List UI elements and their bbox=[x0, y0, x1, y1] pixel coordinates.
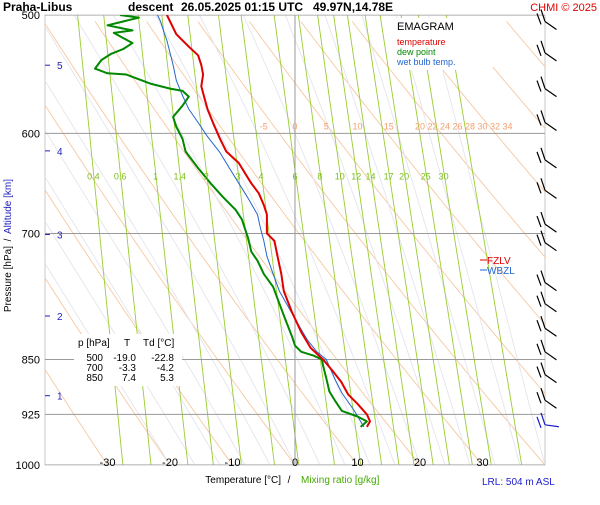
header-copyright: CHMI © 2025 bbox=[530, 2, 597, 14]
dry-adiabat-label: 20 bbox=[415, 121, 425, 131]
wind-barb-staff bbox=[545, 352, 556, 360]
wind-barb-staff bbox=[545, 224, 556, 232]
mixing-ratio-label: 0.6 bbox=[114, 171, 127, 181]
pressure-tick-label: 850 bbox=[22, 354, 40, 366]
temperature-tick-label: 20 bbox=[414, 457, 426, 469]
dry-adiabat bbox=[558, 22, 600, 466]
altitude-tick-label: 1 bbox=[57, 392, 63, 403]
values-table: p [hPa] T Td [°C] 500 -19.0 -22.8 700 -3… bbox=[74, 334, 182, 386]
table-cell: 850 bbox=[86, 373, 103, 384]
table-header-t: T bbox=[124, 338, 130, 349]
legend: EMAGRAM temperature dew point wet bulb t… bbox=[393, 18, 493, 70]
temperature-tick-label: 0 bbox=[292, 457, 298, 469]
mixing-ratio-label: 6 bbox=[293, 171, 298, 181]
mixing-ratio-label: 2 bbox=[204, 171, 209, 181]
header-coords: 49.97N,14.78E bbox=[313, 0, 393, 14]
altitude-tick-label: 4 bbox=[57, 147, 63, 158]
mixing-ratio-label: 12 bbox=[351, 171, 361, 181]
mixing-ratio-label: 25 bbox=[421, 171, 431, 181]
dry-adiabat-label: 22 bbox=[427, 121, 437, 131]
table-header-p: p [hPa] bbox=[78, 338, 110, 349]
dry-adiabat-label: 32 bbox=[490, 121, 500, 131]
wind-barb-staff bbox=[545, 89, 556, 97]
temperature-tick-label: -20 bbox=[162, 457, 178, 469]
wind-barb-staff bbox=[545, 375, 556, 383]
wind-barb-staff bbox=[545, 53, 556, 61]
wind-barb-staff bbox=[545, 160, 556, 168]
mixing-ratio-label: 0.4 bbox=[87, 171, 100, 181]
pressure-tick-label: 500 bbox=[22, 10, 40, 22]
dry-adiabat bbox=[0, 22, 45, 466]
dry-adiabat-label: 34 bbox=[502, 121, 512, 131]
dry-adiabat-label: 0 bbox=[292, 121, 297, 131]
temperature-tick-label: 10 bbox=[351, 457, 363, 469]
wind-barb-staff bbox=[545, 425, 559, 427]
dry-adiabat-label: -5 bbox=[260, 121, 268, 131]
table-cell: 5.3 bbox=[160, 373, 174, 384]
legend-temperature: temperature bbox=[397, 37, 446, 47]
wind-barb-staff bbox=[545, 243, 556, 251]
mixing-ratio-label: 4 bbox=[259, 171, 264, 181]
y-axis-label-pressure: Pressure [hPa] bbox=[3, 246, 14, 312]
wind-barb-staff bbox=[545, 283, 556, 291]
y-axis-label-altitude: Altitude [km] bbox=[3, 179, 14, 234]
mixing-ratio-label: 30 bbox=[439, 171, 449, 181]
altitude-tick-label: 5 bbox=[57, 61, 63, 72]
temperature-tick-label: -30 bbox=[100, 457, 116, 469]
pressure-tick-label: 700 bbox=[22, 228, 40, 240]
pressure-tick-label: 1000 bbox=[16, 460, 40, 472]
table-header-td: Td [°C] bbox=[143, 338, 174, 349]
dry-adiabat-label: 28 bbox=[465, 121, 475, 131]
altitude-tick-label: 2 bbox=[57, 312, 63, 323]
x-axis-label-mixing-ratio: Mixing ratio [g/kg] bbox=[301, 475, 380, 486]
wind-barb-staff bbox=[545, 400, 556, 408]
wind-barb-staff bbox=[545, 190, 556, 198]
dry-adiabat-label: 24 bbox=[440, 121, 450, 131]
pressure-tick-label: 925 bbox=[22, 409, 40, 421]
legend-title: EMAGRAM bbox=[397, 21, 454, 33]
x-axis-label-temperature: Temperature [°C] bbox=[205, 475, 281, 486]
temperature-tick-label: 30 bbox=[476, 457, 488, 469]
dry-adiabat-label: 10 bbox=[352, 121, 362, 131]
y-axis-label-separator: / bbox=[3, 238, 14, 241]
mixing-ratio-label: 17 bbox=[384, 171, 394, 181]
dry-adiabat-label: 26 bbox=[452, 121, 462, 131]
wbzl-label: WBZL bbox=[487, 266, 515, 277]
wind-barb-staff bbox=[545, 304, 556, 312]
legend-dew-point: dew point bbox=[397, 47, 436, 57]
mixing-ratio-label: 8 bbox=[317, 171, 322, 181]
mixing-ratio-label: 10 bbox=[335, 171, 345, 181]
mixing-ratio-label: 1 bbox=[153, 171, 158, 181]
mixing-ratio-label: 1.4 bbox=[174, 171, 187, 181]
mixing-ratio-label: 20 bbox=[399, 171, 409, 181]
wind-barb-staff bbox=[545, 122, 556, 130]
header-datetime: 26.05.2025 01:15 UTC bbox=[181, 0, 303, 14]
wind-barb-staff bbox=[545, 21, 556, 29]
wind-barb-staff bbox=[545, 328, 556, 336]
lrl-label: LRL: 504 m ASL bbox=[482, 477, 555, 488]
pressure-tick-label: 600 bbox=[22, 128, 40, 140]
header-type: descent bbox=[128, 0, 173, 14]
altitude-tick-label: 3 bbox=[57, 230, 63, 241]
dry-adiabat-label: 15 bbox=[384, 121, 394, 131]
table-cell: 7.4 bbox=[122, 373, 136, 384]
mixing-ratio-label: 14 bbox=[365, 171, 375, 181]
mixing-ratio-label: 3 bbox=[235, 171, 240, 181]
dry-adiabat-label: 30 bbox=[477, 121, 487, 131]
x-axis-label-separator: / bbox=[288, 475, 291, 486]
temperature-tick-label: -10 bbox=[225, 457, 241, 469]
legend-wet-bulb: wet bulb temp. bbox=[396, 57, 456, 67]
dry-adiabat-label: 5 bbox=[324, 121, 329, 131]
